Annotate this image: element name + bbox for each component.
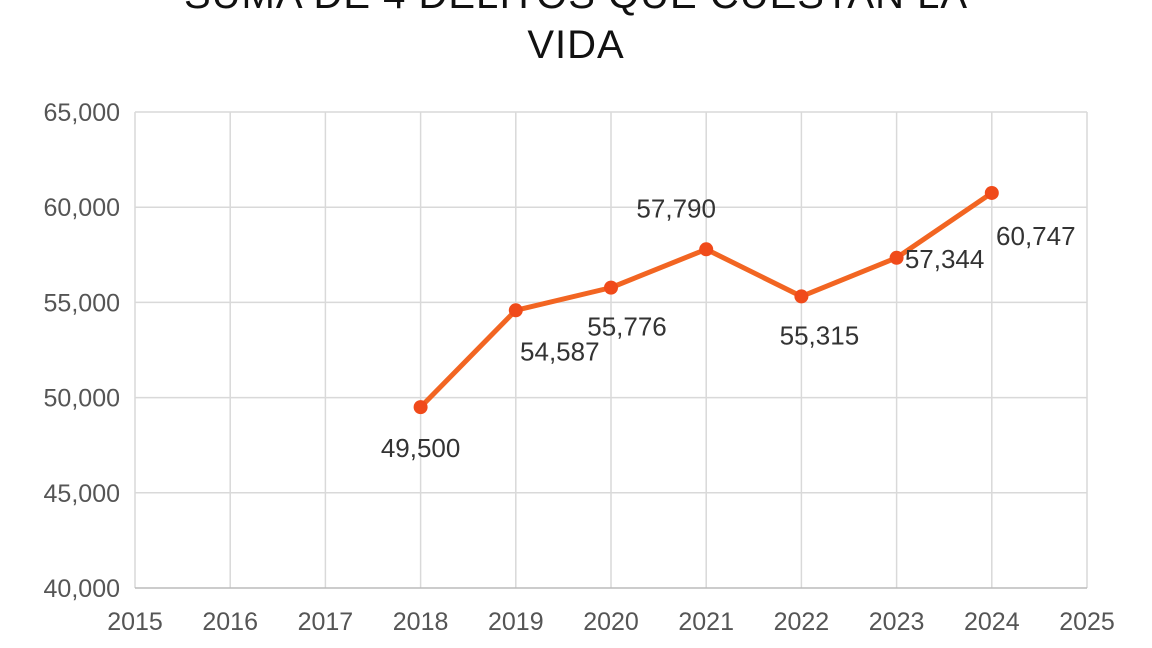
x-tick-label: 2025 bbox=[1059, 608, 1115, 636]
data-point bbox=[604, 280, 618, 295]
data-point bbox=[794, 289, 809, 304]
data-label: 57,790 bbox=[636, 193, 716, 223]
y-tick-label: 40,000 bbox=[44, 575, 120, 603]
data-label: 54,587 bbox=[520, 336, 600, 366]
data-label: 55,776 bbox=[587, 312, 667, 342]
x-tick-label: 2018 bbox=[393, 608, 449, 636]
chart-title: SUMA DE 4 DELITOS QUE CUESTAN LA VIDA bbox=[0, 0, 1152, 70]
data-point bbox=[699, 242, 714, 257]
y-tick-label: 55,000 bbox=[44, 289, 120, 317]
data-label: 55,315 bbox=[780, 320, 860, 350]
data-label: 57,344 bbox=[905, 244, 985, 274]
y-tick-label: 50,000 bbox=[44, 385, 120, 413]
data-point bbox=[413, 400, 428, 415]
data-label: 49,500 bbox=[381, 433, 461, 463]
data-point bbox=[889, 250, 904, 265]
x-tick-label: 2021 bbox=[678, 608, 734, 636]
chart-title-line-1: SUMA DE 4 DELITOS QUE CUESTAN LA bbox=[0, 0, 1152, 20]
chart-title-line-2: VIDA bbox=[527, 23, 625, 67]
data-label: 60,747 bbox=[996, 221, 1076, 251]
y-tick-label: 65,000 bbox=[44, 99, 120, 127]
y-tick-label: 60,000 bbox=[44, 194, 120, 222]
x-tick-label: 2023 bbox=[869, 608, 925, 636]
x-tick-label: 2019 bbox=[488, 608, 544, 636]
x-tick-label: 2016 bbox=[202, 608, 258, 636]
data-point bbox=[508, 303, 523, 318]
x-tick-label: 2015 bbox=[107, 608, 163, 636]
x-tick-label: 2020 bbox=[583, 608, 639, 636]
x-tick-label: 2024 bbox=[964, 608, 1020, 636]
x-tick-label: 2017 bbox=[298, 608, 354, 636]
data-point bbox=[984, 185, 999, 200]
x-tick-label: 2022 bbox=[774, 608, 830, 636]
y-tick-label: 45,000 bbox=[44, 480, 120, 508]
